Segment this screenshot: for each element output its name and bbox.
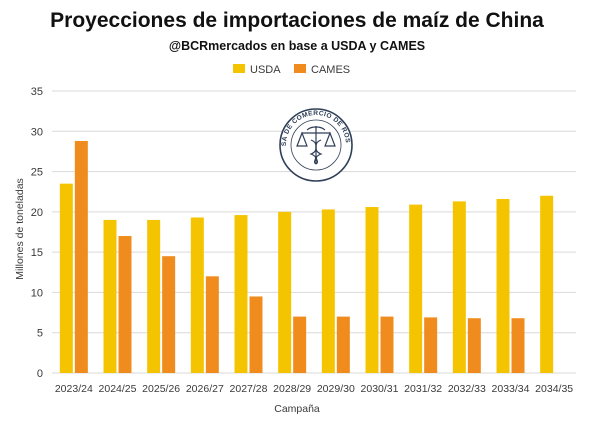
bar-usda-2029-30 [321,209,335,373]
x-tick-labels: 2023/24 2024/25 2025/26 2026/27 2027/28 2028/… [55,383,573,395]
bar-usda-2023-24 [59,183,73,373]
bar-cames-2025-26 [162,256,176,373]
bar-usda-2030-31 [365,207,379,373]
bar-cames-2029-30 [336,316,350,373]
legend-swatch-usda [233,64,245,73]
x-tick-label: 2030/31 [361,383,399,395]
y-tick-label: 15 [31,247,43,259]
chart-title: Proyecciones de importaciones de maíz de… [50,9,544,32]
bar-usda-2031-32 [409,204,423,373]
bar-usda-2033-34 [496,198,510,373]
y-tick-label: 25 [31,167,43,179]
bar-cames-2023-24 [74,140,88,373]
x-tick-label: 2024/25 [99,383,137,395]
bar-cames-2033-34 [511,318,525,373]
bar-usda-2034-35 [540,195,554,373]
x-tick-label: 2028/29 [273,383,311,395]
x-axis-label: Campaña [274,403,320,415]
x-tick-label: 2034/35 [535,383,573,395]
bars [59,140,554,373]
y-tick-label: 20 [31,207,43,219]
bar-cames-2026-27 [205,276,219,373]
bar-usda-2028-29 [278,211,292,373]
x-tick-label: 2025/26 [142,383,180,395]
bar-cames-2032-33 [467,318,481,373]
legend: USDA CAMES [233,64,350,76]
y-tick-label: 0 [37,368,43,380]
bar-usda-2027-28 [234,215,248,373]
bar-cames-2031-32 [424,317,438,373]
scales-caduceus-seal-icon [296,126,336,165]
y-tick-label: 5 [37,328,43,340]
y-tick-label: 30 [31,126,43,138]
legend-label-usda: USDA [250,64,281,76]
bar-cames-2024-25 [118,236,132,373]
x-tick-label: 2027/28 [230,383,268,395]
bar-usda-2024-25 [103,219,117,373]
x-tick-label: 2031/32 [404,383,442,395]
y-tick-labels: 0 5 10 15 20 25 30 35 [31,86,43,380]
x-tick-label: 2029/30 [317,383,355,395]
bar-cames-2030-31 [380,316,394,373]
x-tick-label: 2033/34 [492,383,530,395]
legend-label-cames: CAMES [311,64,350,76]
bar-usda-2025-26 [147,219,161,373]
bar-cames-2028-29 [293,316,307,373]
x-tick-label: 2032/33 [448,383,486,395]
y-tick-label: 35 [31,86,43,98]
bar-usda-2032-33 [452,201,466,373]
x-tick-label: 2026/27 [186,383,224,395]
x-tick-label: 2023/24 [55,383,93,395]
y-axis-label: Millones de toneladas [14,178,26,280]
chart-subtitle: @BCRmercados en base a USDA y CAMES [169,39,425,53]
y-tick-label: 10 [31,287,43,299]
legend-swatch-cames [294,64,306,73]
bar-cames-2027-28 [249,296,263,373]
bar-usda-2026-27 [190,217,204,373]
